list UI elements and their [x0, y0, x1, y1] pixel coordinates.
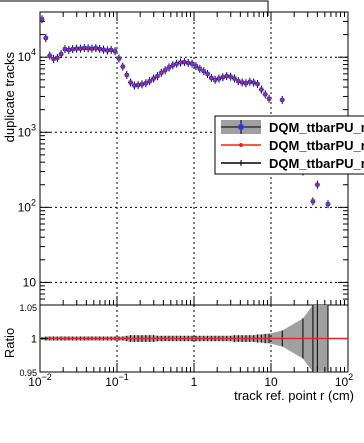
data-point [197, 64, 203, 73]
data-point [205, 69, 211, 78]
data-point [81, 44, 87, 53]
data-point [224, 72, 230, 81]
data-point [143, 79, 149, 88]
data-point [325, 200, 331, 209]
data-point [162, 66, 168, 75]
ratio-y-tick-label: 1 [31, 334, 37, 346]
data-point [258, 85, 264, 94]
data-point [262, 90, 268, 99]
data-point [201, 67, 207, 76]
data-point [70, 45, 76, 54]
data-point [147, 77, 153, 86]
data-point [174, 59, 180, 68]
data-point [310, 197, 316, 206]
y-tick-label: 10 [23, 275, 37, 289]
data-point [62, 45, 68, 54]
data-point [66, 45, 72, 54]
x-axis-label: track ref. point r (cm) [234, 388, 354, 403]
data-point [112, 47, 118, 56]
data-point [189, 59, 195, 68]
data-point [208, 73, 214, 82]
data-point [212, 75, 218, 84]
data-point [151, 74, 157, 83]
data-point [243, 79, 249, 88]
data-point [247, 77, 253, 86]
data-point [101, 45, 107, 54]
data-point [228, 72, 234, 81]
top-left-partial-box [0, 0, 269, 16]
x-tick-label: 1 [191, 375, 198, 389]
data-point [51, 54, 57, 63]
data-point [279, 95, 285, 104]
legend-entry: DQM_ttbarPU_mkFit_5 [221, 120, 364, 135]
data-point [54, 53, 60, 62]
data-point [231, 74, 237, 83]
data-point [220, 73, 226, 82]
legend: DQM_ttbarPU_mkFit_5 DQM_ttbarPU_mkFit_5 DQ… [214, 115, 364, 175]
data-point [116, 54, 122, 63]
data-point [39, 15, 45, 24]
data-point [166, 63, 172, 72]
data-point [251, 78, 257, 87]
data-point [58, 50, 64, 59]
data-point [124, 70, 130, 79]
data-point [216, 74, 222, 83]
data-point [97, 44, 103, 53]
data-point [235, 77, 241, 86]
data-point [43, 34, 49, 43]
data-point [314, 180, 320, 189]
ratio-y-axis-label: Ratio [2, 328, 17, 358]
data-point [170, 61, 176, 70]
data-point [193, 62, 199, 71]
data-point [154, 72, 160, 81]
data-point [135, 81, 141, 90]
data-point [158, 68, 164, 77]
data-point [108, 45, 114, 54]
x-tick-label: 10 [264, 375, 278, 389]
data-point [255, 79, 261, 88]
legend-entry: DQM_ttbarPU_mkFit_5 [221, 138, 364, 153]
legend-entry: DQM_ttbarPU_mkFit_5 [221, 156, 364, 171]
legend-label: DQM_ttbarPU_mkFit_5 [269, 156, 364, 171]
data-point [93, 44, 99, 53]
data-point [139, 80, 145, 89]
legend-label: DQM_ttbarPU_mkFit_5 [269, 120, 364, 135]
data-point [131, 81, 137, 90]
y-axis-label: duplicate tracks [2, 52, 17, 143]
data-point [266, 94, 272, 103]
data-point [181, 58, 187, 67]
data-point [47, 51, 53, 60]
data-point [120, 62, 126, 71]
data-point [104, 46, 110, 55]
data-point [239, 78, 245, 87]
legend-label: DQM_ttbarPU_mkFit_5 [269, 138, 364, 153]
data-point [128, 78, 134, 87]
ratio-y-tick-label: 0.95 [19, 368, 37, 378]
data-point [185, 58, 191, 67]
ratio-y-tick-label: 1.05 [19, 303, 37, 313]
